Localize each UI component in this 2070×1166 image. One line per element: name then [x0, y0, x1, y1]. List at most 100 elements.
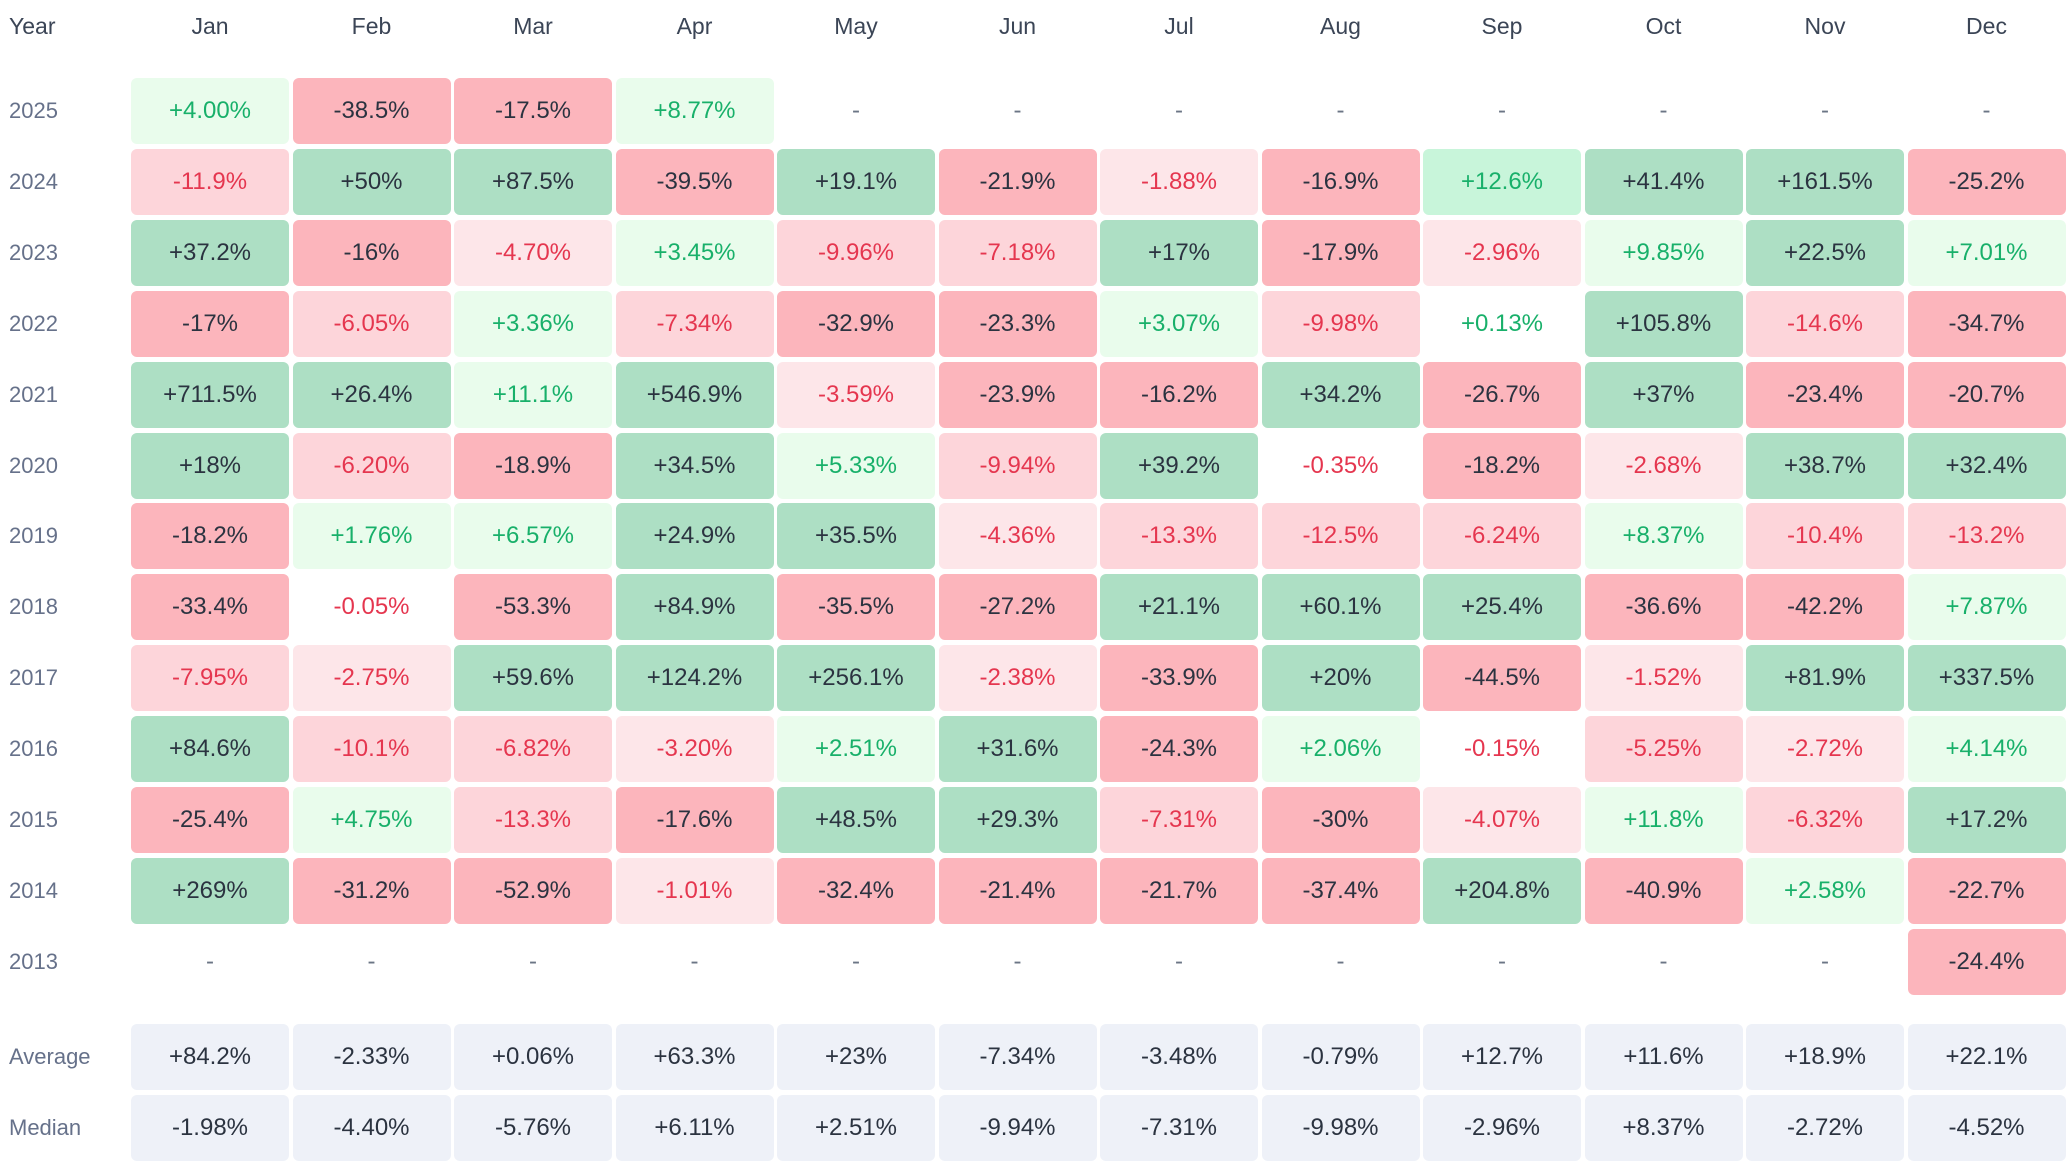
return-cell: -12.5%: [1261, 503, 1420, 570]
return-cell: -4.36%: [938, 503, 1097, 570]
median-cell: -1.98%: [131, 1094, 289, 1161]
return-cell: -6.20%: [292, 432, 451, 499]
return-cell: +37.2%: [131, 219, 289, 286]
median-cell: -2.72%: [1746, 1094, 1904, 1161]
return-cell: +337.5%: [1907, 645, 2066, 712]
average-cell: +63.3%: [615, 1024, 774, 1090]
return-cell: -7.95%: [131, 645, 289, 712]
return-cell: +50%: [292, 148, 451, 215]
return-cell: -18.2%: [131, 503, 289, 570]
return-cell: +4.00%: [131, 78, 289, 144]
return-cell: -33.9%: [1100, 645, 1258, 712]
return-cell: +3.36%: [454, 290, 612, 357]
return-cell: +2.51%: [777, 716, 935, 783]
return-cell: +25.4%: [1423, 574, 1581, 641]
return-cell: +2.06%: [1261, 716, 1420, 783]
return-cell: -: [1821, 947, 1829, 975]
return-cell: -35.5%: [777, 574, 935, 641]
return-cell: -34.7%: [1907, 290, 2066, 357]
return-cell: -21.7%: [1100, 857, 1258, 924]
median-cell: -4.40%: [292, 1094, 451, 1161]
return-cell: -2.38%: [938, 645, 1097, 712]
return-cell: -3.59%: [777, 361, 935, 428]
return-cell: -2.75%: [292, 645, 451, 712]
month-header-jul: Jul: [1164, 13, 1194, 39]
month-header-oct: Oct: [1645, 13, 1682, 39]
return-cell: -: [1659, 947, 1668, 975]
return-cell: -3.20%: [615, 716, 774, 783]
return-cell: -6.05%: [292, 290, 451, 357]
return-cell: +84.9%: [615, 574, 774, 641]
return-cell: +5.33%: [777, 432, 935, 499]
year-label: 2023: [9, 239, 58, 265]
return-cell: -10.1%: [292, 716, 451, 783]
year-column-header: Year: [9, 13, 56, 39]
return-cell: -17%: [131, 290, 289, 357]
return-cell: -: [529, 947, 537, 975]
average-cell: -7.34%: [938, 1024, 1097, 1090]
median-cell: -4.52%: [1907, 1094, 2066, 1161]
return-cell: +9.85%: [1584, 219, 1743, 286]
return-cell: +26.4%: [292, 361, 451, 428]
average-cell: +22.1%: [1907, 1024, 2066, 1090]
return-cell: +3.07%: [1100, 290, 1258, 357]
return-cell: -53.3%: [454, 574, 612, 641]
return-cell: -: [1175, 947, 1183, 975]
return-cell: -33.4%: [131, 574, 289, 641]
return-cell: +256.1%: [777, 645, 935, 712]
return-cell: +60.1%: [1261, 574, 1420, 641]
month-header-apr: Apr: [676, 13, 713, 39]
return-cell: -23.3%: [938, 290, 1097, 357]
return-cell: +204.8%: [1423, 857, 1581, 924]
year-label: 2021: [9, 381, 58, 407]
return-cell: -52.9%: [454, 857, 612, 924]
return-cell: +711.5%: [131, 361, 289, 428]
return-cell: -31.2%: [292, 857, 451, 924]
return-cell: +87.5%: [454, 148, 612, 215]
return-cell: -6.82%: [454, 716, 612, 783]
return-cell: -25.4%: [131, 787, 289, 853]
return-cell: -7.18%: [938, 219, 1097, 286]
median-cell: -5.76%: [454, 1094, 612, 1161]
return-cell: +17%: [1100, 219, 1258, 286]
return-cell: -16%: [292, 219, 451, 286]
return-cell: +34.2%: [1261, 361, 1420, 428]
return-cell: -9.98%: [1261, 290, 1420, 357]
return-cell: -0.35%: [1302, 451, 1379, 479]
return-cell: +8.77%: [615, 78, 774, 144]
return-cell: -9.96%: [777, 219, 935, 286]
return-cell: -: [1498, 947, 1506, 975]
return-cell: -10.4%: [1746, 503, 1904, 570]
return-cell: -17.9%: [1261, 219, 1420, 286]
month-header-sep: Sep: [1481, 13, 1523, 39]
median-cell: +2.51%: [777, 1094, 935, 1161]
year-label: 2020: [9, 452, 58, 478]
return-cell: -: [1013, 97, 1022, 124]
return-cell: -1.52%: [1584, 645, 1743, 712]
month-header-mar: Mar: [513, 13, 553, 39]
return-cell: -6.24%: [1423, 503, 1581, 570]
year-label: 2014: [9, 877, 58, 903]
average-cell: +0.06%: [454, 1024, 612, 1090]
return-cell: +11.8%: [1584, 787, 1743, 853]
return-cell: -42.2%: [1746, 574, 1904, 641]
return-cell: -: [690, 947, 699, 975]
return-cell: +29.3%: [938, 787, 1097, 853]
return-cell: +6.57%: [454, 503, 612, 570]
return-cell: -1.01%: [615, 857, 774, 924]
return-cell: -24.3%: [1100, 716, 1258, 783]
return-cell: -13.2%: [1907, 503, 2066, 570]
year-label: 2018: [9, 594, 58, 620]
return-cell: +161.5%: [1746, 148, 1904, 215]
return-cell: -16.9%: [1261, 148, 1420, 215]
return-cell: +8.37%: [1584, 503, 1743, 570]
return-cell: +21.1%: [1100, 574, 1258, 641]
average-cell: +84.2%: [131, 1024, 289, 1090]
year-label: 2013: [9, 948, 58, 974]
return-cell: +11.1%: [454, 361, 612, 428]
return-cell: -22.7%: [1907, 857, 2066, 924]
return-cell: -32.4%: [777, 857, 935, 924]
return-cell: +38.7%: [1746, 432, 1904, 499]
return-cell: -40.9%: [1584, 857, 1743, 924]
